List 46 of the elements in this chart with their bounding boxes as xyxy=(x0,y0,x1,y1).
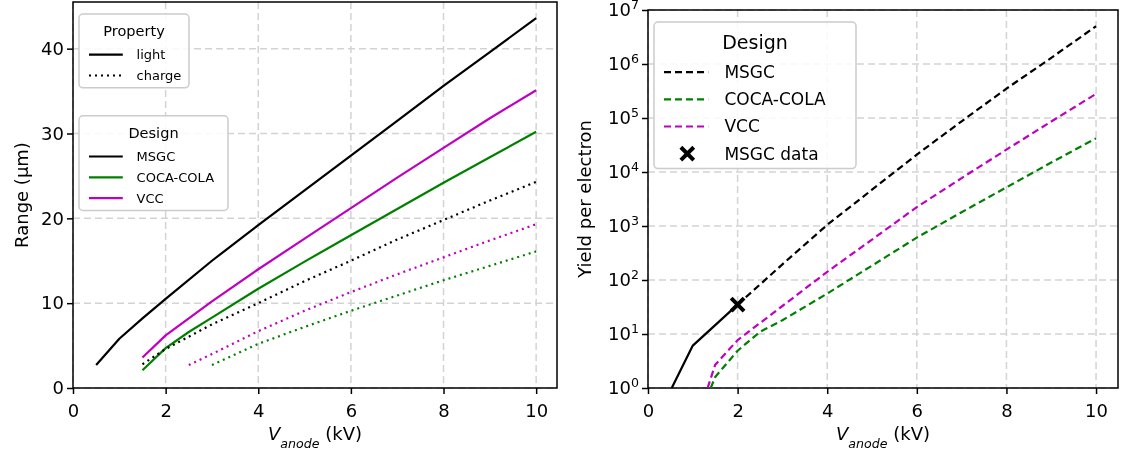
legend-label: COCA-COLA xyxy=(136,169,215,185)
y-tick-label: 30 xyxy=(41,122,64,144)
line-series xyxy=(709,137,1098,388)
x-tick-label: 10 xyxy=(525,399,549,421)
y-axis-title: Yield per electron xyxy=(574,120,595,279)
legend-label: VCC xyxy=(724,116,760,137)
x-tick-label: 8 xyxy=(1001,399,1013,421)
x-tick-label: 8 xyxy=(438,399,450,421)
x-tick-label: 2 xyxy=(160,399,172,421)
legend-label: VCC xyxy=(136,190,164,206)
line-series xyxy=(95,17,538,367)
y-axis-title: Range (μm) xyxy=(11,142,32,248)
x-tick-label: 2 xyxy=(732,399,744,421)
legend-label: COCA-COLA xyxy=(724,89,827,110)
y-tick-label: 10 xyxy=(41,292,64,314)
x-tick-label: 4 xyxy=(253,399,265,421)
legend-label: MSGC xyxy=(724,62,775,83)
y-tick-label: 20 xyxy=(41,207,64,229)
line-series xyxy=(187,223,538,367)
x-tick-label: 10 xyxy=(1085,399,1108,421)
y-tick-label: 10$^{5}$ xyxy=(608,104,639,129)
line-series xyxy=(706,92,1098,388)
y-tick-label: 10$^{6}$ xyxy=(608,50,639,75)
x-axis-title: V$_{anode}$ (kV) xyxy=(268,423,362,451)
y-tick-label: 0 xyxy=(52,377,64,399)
y-tick-label: 10$^{4}$ xyxy=(608,158,639,183)
x-tick-label: 4 xyxy=(821,399,834,421)
y-tick-label: 10$^{2}$ xyxy=(608,266,639,291)
line-series xyxy=(210,250,538,367)
legend-label: MSGC data xyxy=(724,143,819,164)
y-tick-label: 10$^{7}$ xyxy=(608,0,639,21)
y-tick-label: 10$^{3}$ xyxy=(608,212,639,237)
x-tick-label: 6 xyxy=(345,399,358,421)
y-tick-label: 10$^{1}$ xyxy=(608,320,639,345)
annotation: Property xyxy=(103,22,166,40)
x-tick-label: 6 xyxy=(911,399,924,421)
legend-label: MSGC xyxy=(136,149,176,165)
legend-title: Design xyxy=(128,124,179,142)
x-axis-title: V$_{anode}$ (kV) xyxy=(836,423,930,451)
x-tick-label: 0 xyxy=(642,399,655,421)
legend-title: Design xyxy=(722,30,788,53)
annotation: light xyxy=(136,47,166,63)
y-tick-label: 40 xyxy=(41,37,64,59)
x-tick-label: 0 xyxy=(67,399,80,421)
y-tick-label: 10$^{0}$ xyxy=(608,374,639,399)
annotation: charge xyxy=(136,68,182,84)
